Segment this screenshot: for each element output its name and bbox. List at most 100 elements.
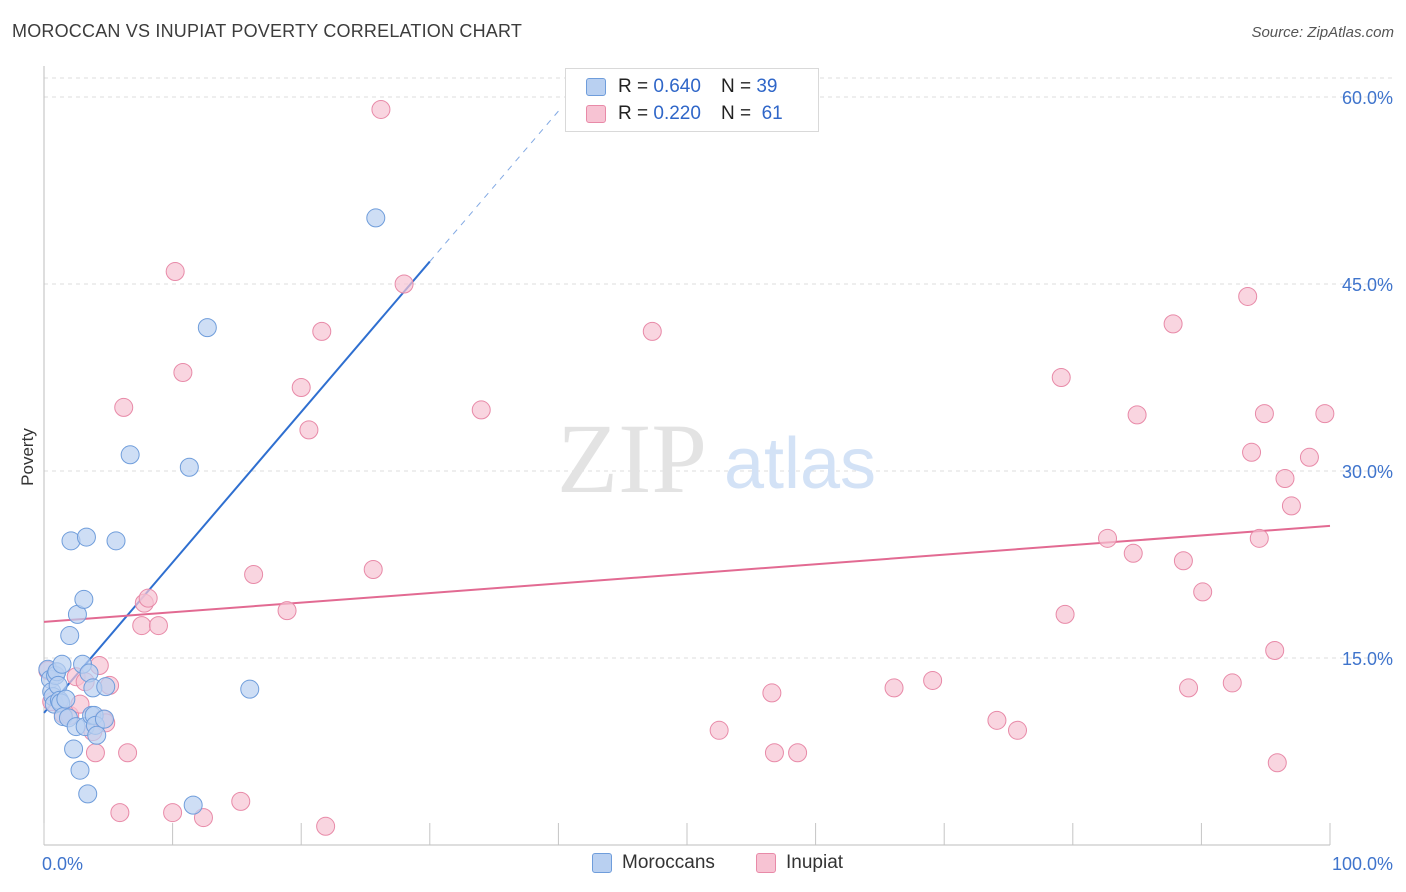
inupiat-trendline: [43, 524, 1331, 623]
inupiat-point: [1008, 720, 1028, 740]
inupiat-point: [132, 616, 152, 636]
moroccans-point: [52, 654, 72, 674]
inupiat-point: [1055, 604, 1075, 624]
inupiat-point: [1242, 442, 1262, 462]
correlation-legend: R = 0.640 N = 39 R = 0.220 N = 61: [565, 68, 819, 132]
moroccans-point: [197, 318, 217, 338]
inupiat-point: [764, 743, 784, 763]
inupiat-point: [1315, 404, 1335, 424]
moroccans-point: [240, 679, 260, 699]
inupiat-point: [1051, 368, 1071, 387]
moroccans-trendline: [43, 260, 431, 714]
inupiat-point: [148, 616, 168, 636]
inupiat-point: [642, 321, 662, 341]
moroccans-swatch: [586, 78, 606, 96]
n-value: 39: [756, 76, 778, 97]
legend-item-inupiat[interactable]: Inupiat: [756, 852, 843, 874]
moroccans-point: [96, 677, 116, 697]
inupiat-point: [762, 683, 782, 703]
r-value: 0.640: [653, 76, 701, 97]
legend-label-moroccans: Moroccans: [622, 852, 715, 873]
inupiat-point: [114, 397, 134, 417]
legend-row-moroccans: R = 0.640 N = 39: [586, 75, 777, 99]
inupiat-point: [163, 803, 183, 823]
inupiat-point: [1193, 582, 1213, 602]
inupiat-point: [312, 321, 332, 341]
moroccans-point: [70, 760, 90, 780]
inupiat-point: [1127, 405, 1147, 425]
watermark: ZIP atlas: [557, 403, 876, 514]
data-points: [38, 99, 1335, 836]
r-value: 0.220: [653, 103, 701, 124]
x-tick-label: 0.0%: [42, 854, 83, 874]
inupiat-point: [1098, 528, 1118, 548]
inupiat-point: [1267, 753, 1287, 773]
moroccans-point: [179, 457, 199, 477]
source-label: Source: ZipAtlas.com: [1251, 24, 1394, 41]
inupiat-point: [277, 601, 297, 621]
inupiat-point: [231, 791, 251, 811]
moroccans-point: [87, 725, 107, 745]
inupiat-point: [394, 274, 414, 294]
inupiat-point: [363, 559, 383, 579]
inupiat-point: [1238, 286, 1258, 306]
inupiat-point: [1299, 447, 1319, 467]
inupiat-point: [371, 99, 391, 119]
moroccans-point: [183, 795, 203, 815]
chart-title: MOROCCAN VS INUPIAT POVERTY CORRELATION …: [12, 21, 523, 41]
axes: [43, 66, 1331, 846]
inupiat-point: [788, 743, 808, 763]
series-legend: Moroccans Inupiat: [0, 850, 1406, 878]
inupiat-point: [118, 743, 138, 763]
watermark-zip: ZIP: [557, 403, 707, 514]
moroccans-point: [120, 445, 140, 465]
y-tick-label: 60.0%: [1342, 88, 1393, 108]
legend-item-moroccans[interactable]: Moroccans: [592, 852, 715, 874]
inupiat-point: [173, 363, 193, 383]
inupiat-point: [709, 720, 729, 740]
inupiat-point: [1249, 528, 1269, 548]
inupiat-point: [1281, 496, 1301, 516]
inupiat-point: [471, 400, 491, 420]
x-tick-label: 100.0%: [1332, 854, 1393, 874]
inupiat-point: [1254, 404, 1274, 424]
n-label: N =: [720, 103, 752, 124]
y-tick-label: 15.0%: [1342, 649, 1393, 669]
inupiat-point: [138, 588, 158, 608]
inupiat-point: [1275, 468, 1295, 488]
moroccans-point: [106, 531, 126, 551]
inupiat-point: [85, 743, 105, 763]
moroccans-point: [64, 739, 84, 759]
inupiat-point: [1123, 543, 1143, 563]
moroccans-point: [56, 689, 76, 709]
inupiat-point: [291, 377, 311, 397]
inupiat-point: [884, 678, 904, 698]
inupiat-point: [110, 803, 130, 823]
legend-row-inupiat: R = 0.220 N = 61: [586, 102, 783, 126]
inupiat-point: [193, 808, 213, 828]
inupiat-point: [1222, 673, 1242, 693]
r-label: R =: [618, 103, 649, 124]
inupiat-point: [987, 710, 1007, 730]
inupiat-point: [316, 816, 336, 836]
moroccans-point: [366, 208, 386, 228]
moroccans-swatch: [592, 853, 612, 873]
watermark-atlas: atlas: [724, 424, 876, 504]
moroccans-point: [74, 589, 94, 609]
y-tick-label: 30.0%: [1342, 462, 1393, 482]
n-label: N =: [720, 76, 752, 97]
inupiat-point: [1163, 314, 1183, 334]
y-tick-label: 45.0%: [1342, 275, 1393, 295]
moroccans-point: [60, 626, 80, 646]
tick-labels: 15.0% 30.0% 45.0% 60.0% 0.0% 100.0%: [42, 88, 1393, 874]
moroccans-trendline-extension: [429, 110, 559, 262]
n-value: 61: [761, 103, 783, 124]
moroccans-point: [78, 784, 98, 804]
inupiat-point: [165, 262, 185, 282]
y-axis-label: Poverty: [18, 428, 37, 486]
moroccans-point: [94, 709, 114, 729]
inupiat-swatch: [756, 853, 776, 873]
legend-label-inupiat: Inupiat: [786, 852, 844, 873]
inupiat-point: [244, 564, 264, 584]
